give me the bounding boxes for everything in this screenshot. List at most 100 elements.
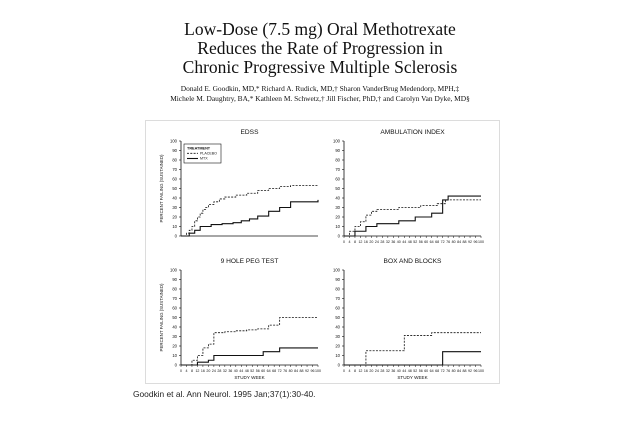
chart-4-x-tick-label: 64 [430, 369, 434, 373]
chart-4-y-tick-label: 60 [335, 306, 340, 311]
chart-2-x-tick-label: 60 [424, 240, 428, 244]
chart-4-x-tick-label: 100 [478, 369, 484, 373]
chart-4-y-tick-label: 80 [335, 287, 340, 292]
chart-3-x-tick-label: 44 [239, 369, 243, 373]
chart-2-y-tick-label: 50 [335, 186, 340, 191]
chart-4-series-mtx-line [344, 351, 481, 366]
chart-3-x-tick-label: 88 [300, 369, 304, 373]
chart-3-y-tick-label: 100 [170, 268, 178, 273]
chart-4-x-tick-label: 0 [343, 369, 345, 373]
chart-2-x-tick-label: 72 [441, 240, 445, 244]
chart-2-x-tick-label: 40 [397, 240, 401, 244]
chart-4-x-tick-label: 80 [452, 369, 456, 373]
chart-4-x-tick-label: 40 [397, 369, 401, 373]
chart-4-y-tick-label: 40 [335, 325, 340, 330]
figure-panel: EDSS 0 10 20 30 40 50 60 70 80 90 100 PERCENT FAILIN… [145, 120, 500, 384]
chart-4-x-tick-label: 48 [408, 369, 412, 373]
chart-4-x-tick-label: 4 [348, 369, 350, 373]
chart-3-y-tick-label: 30 [172, 334, 177, 339]
chart-2-y-tick-label: 10 [335, 224, 340, 229]
chart-2-series-mtx-line [344, 195, 481, 237]
chart-4-x-tick-label: 44 [402, 369, 406, 373]
chart-3-x-tick-label: 32 [223, 369, 227, 373]
chart-3-x-tick-label: 8 [191, 369, 193, 373]
chart-4-x-tick-label: 28 [380, 369, 384, 373]
chart-4-x-tick-label: 92 [468, 369, 472, 373]
chart-4-x-tick-label: 16 [364, 369, 368, 373]
chart-2-x-tick-label: 96 [474, 240, 478, 244]
chart-1-y-tick-label: 90 [172, 148, 177, 153]
chart-2-y-tick-label: 0 [338, 234, 341, 239]
chart-2-x-tick-label: 32 [386, 240, 390, 244]
chart-3-y-tick-label: 80 [172, 287, 177, 292]
chart-1-y-tick-label: 10 [172, 224, 177, 229]
chart-1-y-tick-label: 80 [172, 158, 177, 163]
title-line-2: Reduces the Rate of Progression in [197, 38, 443, 58]
chart-2-x-tick-label: 4 [348, 240, 350, 244]
chart-3-x-tick-label: 72 [278, 369, 282, 373]
chart-3-x-tick-label: 12 [195, 369, 199, 373]
chart-3-x-tick-label: 100 [315, 369, 321, 373]
chart-3-y-tick-label: 40 [172, 325, 177, 330]
chart-4-x-tick-label: 76 [446, 369, 450, 373]
author-line-1: Donald E. Goodkin, MD,* Richard A. Rudic… [180, 84, 460, 93]
chart-3-series-mtx-line [181, 347, 318, 366]
chart-2-y-tick-label: 100 [333, 139, 341, 144]
chart-1-y-tick-label: 100 [170, 139, 178, 144]
chart-2-y-tick-label: 20 [335, 215, 340, 220]
chart-3-x-tick-label: 52 [250, 369, 254, 373]
chart-4-x-tick-label: 12 [358, 369, 362, 373]
chart-2-y-tick-label: 40 [335, 196, 340, 201]
chart-2-y-tick-label: 30 [335, 205, 340, 210]
chart-3-y-tick-label: 60 [172, 306, 177, 311]
chart-4-series-placebo-line [344, 332, 481, 366]
chart-4-y-tick-label: 30 [335, 334, 340, 339]
chart-3-x-tick-label: 56 [256, 369, 260, 373]
chart-4-y-tick-label: 20 [335, 344, 340, 349]
chart-4-x-tick-label: 24 [375, 369, 379, 373]
chart-2-x-tick-label: 84 [457, 240, 461, 244]
chart-2-y-tick-label: 60 [335, 177, 340, 182]
chart-1-y-tick-label: 40 [172, 196, 177, 201]
chart-3-y-tick-label: 90 [172, 277, 177, 282]
chart-3-y-tick-label: 0 [175, 363, 178, 368]
chart-4-x-tick-label: 8 [354, 369, 356, 373]
chart-2-x-tick-label: 36 [391, 240, 395, 244]
chart-4-x-tick-label: 72 [441, 369, 445, 373]
chart-1-y-label: PERCENT FAILING (SUSTAINED) [159, 154, 164, 222]
chart-3-x-tick-label: 80 [289, 369, 293, 373]
chart-2-x-tick-label: 88 [463, 240, 467, 244]
chart-2-y-tick-label: 90 [335, 148, 340, 153]
chart-3-x-tick-label: 68 [272, 369, 276, 373]
chart-1-y-tick-label: 30 [172, 205, 177, 210]
chart-2-x-tick-label: 64 [430, 240, 434, 244]
chart-3-x-tick-label: 60 [261, 369, 265, 373]
citation: Goodkin et al. Ann Neurol. 1995 Jan;37(1… [133, 389, 316, 399]
chart-2-x-tick-label: 76 [446, 240, 450, 244]
chart-4-x-tick-label: 36 [391, 369, 395, 373]
chart-2-y-tick-label: 80 [335, 158, 340, 163]
chart-3-x-tick-label: 16 [201, 369, 205, 373]
chart-1-title: EDSS [241, 129, 260, 136]
chart-2-x-tick-label: 16 [364, 240, 368, 244]
chart-4-y-tick-label: 50 [335, 315, 340, 320]
chart-4-x-tick-label: 96 [474, 369, 478, 373]
chart-4-y-tick-label: 90 [335, 277, 340, 282]
chart-2-x-tick-label: 12 [358, 240, 362, 244]
chart-3-x-tick-label: 0 [180, 369, 182, 373]
chart-2-x-tick-label: 0 [343, 240, 345, 244]
chart-2-x-tick-label: 68 [435, 240, 439, 244]
chart-2-x-tick-label: 52 [413, 240, 417, 244]
chart-3-x-tick-label: 64 [267, 369, 271, 373]
chart-2-series-placebo-line [344, 199, 481, 237]
chart-3-y-label: PERCENT FAILING (SUSTAINED) [159, 283, 164, 351]
chart-4-y-tick-label: 70 [335, 296, 340, 301]
chart-1-legend-label-placebo: PLACEBO [200, 152, 217, 156]
chart-1-y-tick-label: 60 [172, 177, 177, 182]
chart-4-y-tick-label: 10 [335, 353, 340, 358]
chart-4-y-tick-label: 100 [333, 268, 341, 273]
chart-2-y-tick-label: 70 [335, 167, 340, 172]
chart-1-y-tick-label: 70 [172, 167, 177, 172]
title-line-1: Low-Dose (7.5 mg) Oral Methotrexate [184, 19, 456, 39]
